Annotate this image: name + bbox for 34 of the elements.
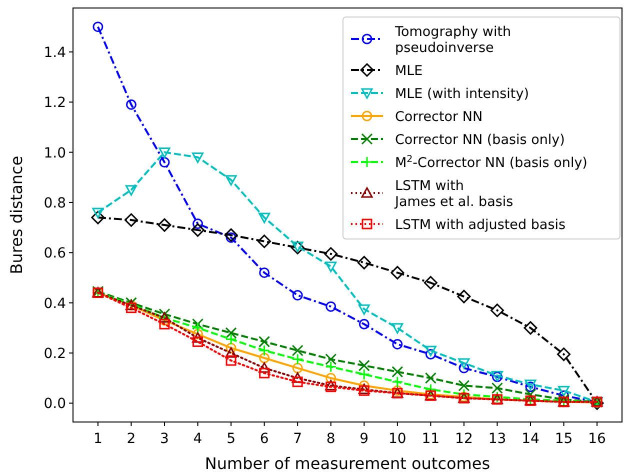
x-tick-label: 7 bbox=[293, 431, 302, 447]
y-tick-label: 1.4 bbox=[44, 44, 66, 61]
legend-label: MLE bbox=[395, 63, 423, 79]
legend-label: Corrector NN (basis only) bbox=[395, 132, 565, 148]
y-tick-label: 1.2 bbox=[44, 95, 66, 112]
x-tick-label: 12 bbox=[455, 431, 473, 447]
x-axis-title: Number of measurement outcomes bbox=[204, 454, 490, 473]
y-tick-label: 0.4 bbox=[44, 296, 66, 312]
x-tick-label: 16 bbox=[588, 431, 606, 447]
x-tick-label: 13 bbox=[488, 431, 506, 447]
y-tick-label: 0.8 bbox=[44, 195, 66, 212]
x-tick-label: 11 bbox=[422, 431, 440, 447]
x-tick-label: 14 bbox=[522, 431, 540, 447]
y-tick-label: 0.6 bbox=[44, 246, 66, 262]
x-tick-label: 4 bbox=[193, 431, 202, 447]
x-tick-label: 3 bbox=[160, 431, 169, 447]
x-tick-label: 1 bbox=[93, 431, 102, 447]
y-tick-label: 1.0 bbox=[44, 145, 66, 162]
legend-label: Tomography with pseudoinverse bbox=[394, 24, 512, 56]
legend-label: M$^{2}$-Corrector NN (basis only) bbox=[395, 154, 588, 171]
x-tick-label: 8 bbox=[326, 431, 336, 447]
legend-label: LSTM with James et al. basis bbox=[394, 178, 514, 210]
x-tick-label: 5 bbox=[226, 431, 236, 447]
y-tick-label: 0.0 bbox=[44, 396, 66, 412]
x-tick-label: 2 bbox=[126, 431, 136, 447]
x-tick-label: 6 bbox=[260, 431, 269, 447]
x-tick-label: 9 bbox=[360, 431, 369, 447]
legend-label: Corrector NN bbox=[395, 109, 483, 125]
y-tick-label: 0.2 bbox=[44, 346, 66, 362]
x-tick-label: 10 bbox=[388, 431, 406, 447]
legend-label: LSTM with adjusted basis bbox=[395, 217, 566, 233]
x-tick-label: 15 bbox=[554, 431, 573, 447]
legend-label: MLE (with intensity) bbox=[395, 86, 529, 102]
y-axis-title: Bures distance bbox=[7, 156, 26, 274]
